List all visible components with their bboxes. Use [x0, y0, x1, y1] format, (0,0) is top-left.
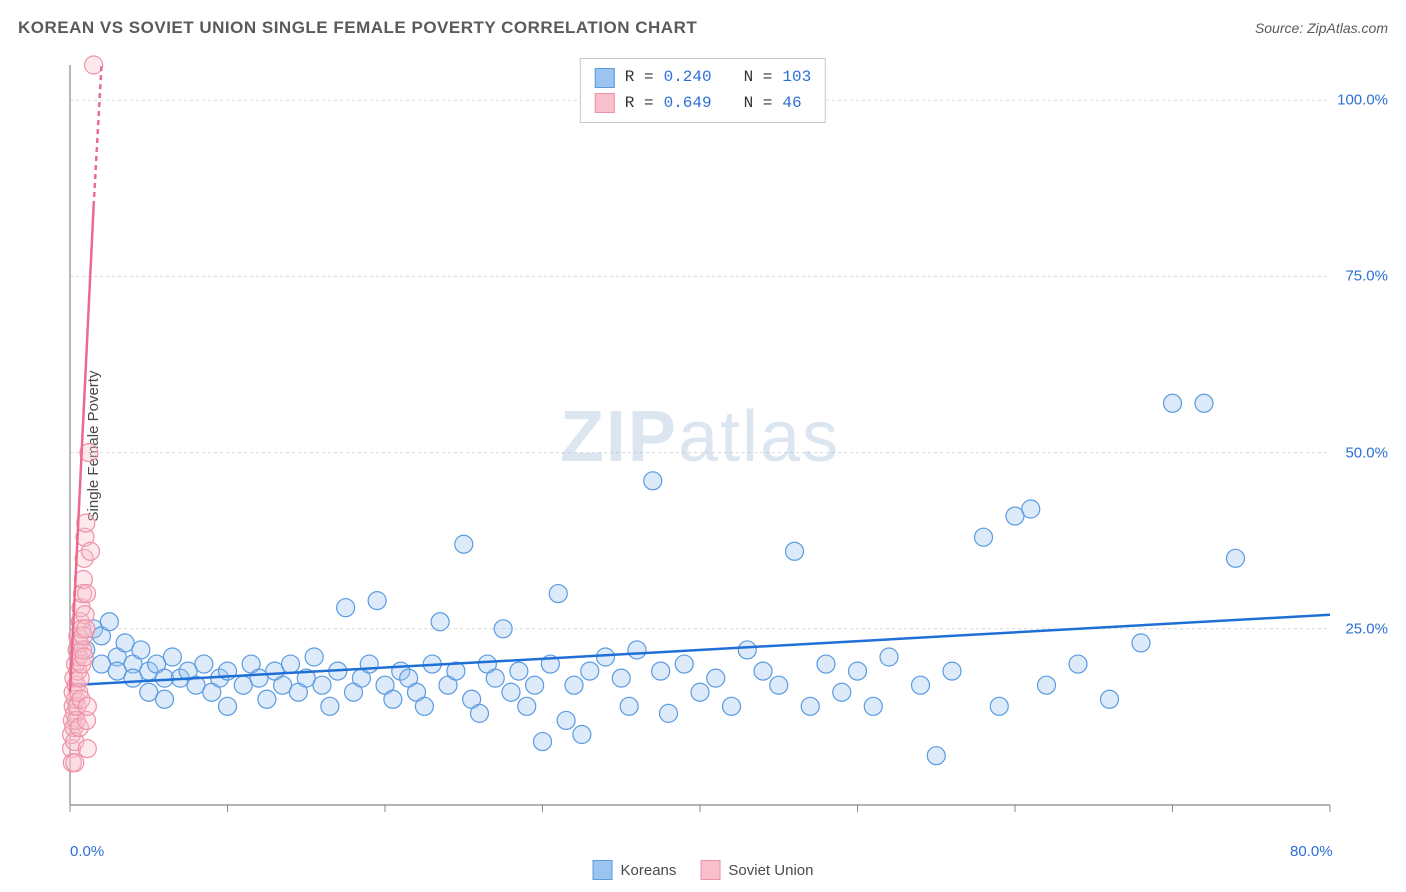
legend-series-item: Koreans	[593, 860, 677, 880]
n-label: N =	[744, 91, 773, 117]
x-tick-label: 80.0%	[1290, 843, 1333, 860]
r-value: 0.649	[664, 91, 712, 117]
legend-series-item: Soviet Union	[700, 860, 813, 880]
n-label: N =	[744, 65, 773, 91]
legend-series-label: Koreans	[621, 862, 677, 879]
chart-plot-area: ZIPatlas	[60, 55, 1340, 835]
legend-stat-row: R = 0.649 N = 46	[595, 91, 811, 117]
r-value: 0.240	[664, 65, 712, 91]
y-tick-label: 25.0%	[1345, 620, 1388, 637]
n-value: 46	[782, 91, 801, 117]
legend-swatch	[595, 68, 615, 88]
x-tick-label: 0.0%	[70, 843, 104, 860]
source-prefix: Source:	[1255, 20, 1307, 36]
chart-source: Source: ZipAtlas.com	[1255, 20, 1388, 36]
y-tick-label: 75.0%	[1345, 268, 1388, 285]
chart-title: KOREAN VS SOVIET UNION SINGLE FEMALE POV…	[18, 18, 697, 38]
legend-stat-row: R = 0.240 N = 103	[595, 65, 811, 91]
legend-swatch	[595, 93, 615, 113]
r-label: R =	[625, 91, 654, 117]
source-name: ZipAtlas.com	[1307, 20, 1388, 36]
scatter-chart	[60, 55, 1340, 835]
legend-swatch	[593, 860, 613, 880]
legend-series-label: Soviet Union	[728, 862, 813, 879]
r-label: R =	[625, 65, 654, 91]
y-tick-label: 50.0%	[1345, 444, 1388, 461]
series-legend: Koreans Soviet Union	[593, 860, 814, 880]
chart-header: KOREAN VS SOVIET UNION SINGLE FEMALE POV…	[18, 18, 1388, 38]
y-tick-label: 100.0%	[1337, 92, 1388, 109]
correlation-legend: R = 0.240 N = 103 R = 0.649 N = 46	[580, 58, 826, 123]
legend-swatch	[700, 860, 720, 880]
n-value: 103	[782, 65, 811, 91]
